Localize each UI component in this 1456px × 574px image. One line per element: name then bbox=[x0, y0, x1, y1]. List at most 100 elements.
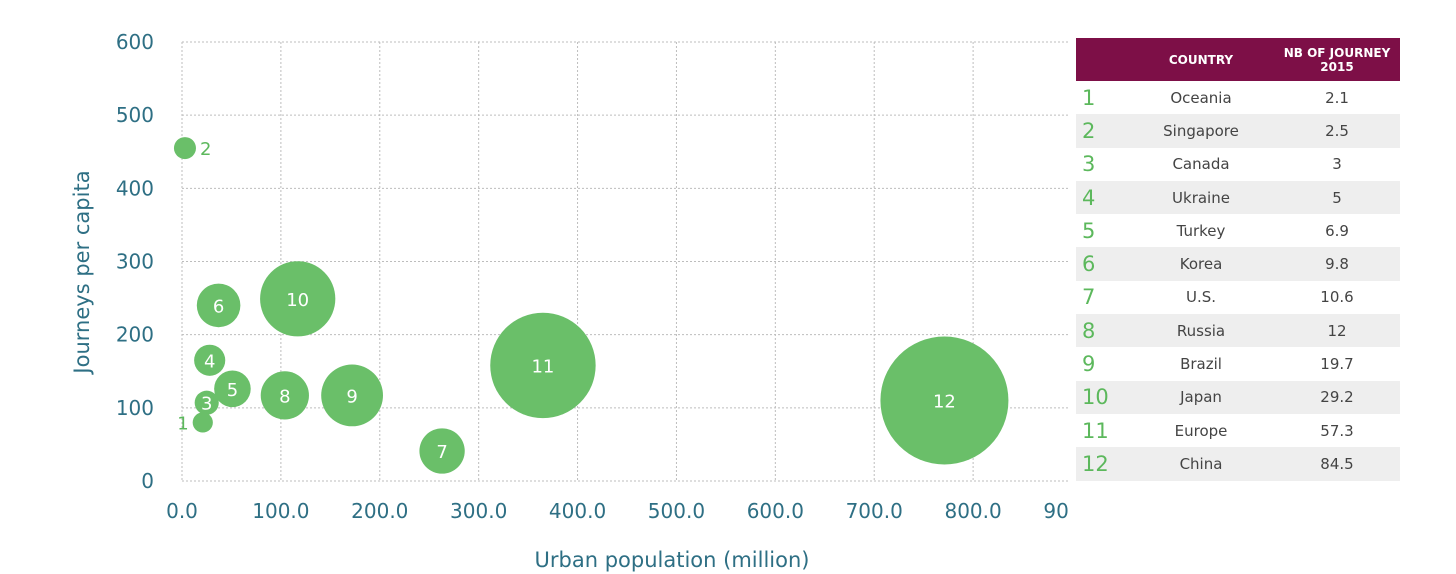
row-country: Japan bbox=[1128, 380, 1274, 414]
row-country: Korea bbox=[1128, 247, 1274, 281]
bubble-label-1: 1 bbox=[177, 413, 188, 434]
y-tick-label: 0 bbox=[141, 469, 154, 493]
row-value: 6.9 bbox=[1325, 221, 1349, 240]
row-value: 12 bbox=[1274, 314, 1400, 348]
country-table: COUNTRY NB OF JOURNEY 2015 1 Oceania 2.1 2 S… bbox=[1076, 38, 1400, 481]
row-value: 3 bbox=[1332, 155, 1342, 174]
table-header-row: COUNTRY NB OF JOURNEY 2015 bbox=[1076, 38, 1400, 81]
y-tick-label: 500 bbox=[116, 103, 154, 127]
y-tick-label: 100 bbox=[116, 396, 154, 420]
row-country: Oceania bbox=[1170, 88, 1232, 107]
bubble-label-9: 9 bbox=[346, 386, 357, 407]
y-tick-label: 200 bbox=[116, 323, 154, 347]
row-number: 3 bbox=[1082, 152, 1096, 177]
row-country: Russia bbox=[1128, 314, 1274, 348]
table-row: 1 Oceania 2.1 bbox=[1076, 81, 1400, 114]
table-row: 7 U.S. 10.6 bbox=[1076, 281, 1400, 314]
row-value: 29.2 bbox=[1274, 380, 1400, 414]
row-number: 9 bbox=[1082, 352, 1096, 377]
x-tick-label: 600.0 bbox=[747, 499, 804, 523]
row-country: Singapore bbox=[1128, 114, 1274, 148]
bubble-4 bbox=[194, 344, 226, 376]
table-row: 11 Europe 57.3 bbox=[1076, 414, 1400, 447]
bubble-label-6: 6 bbox=[213, 296, 224, 317]
row-country: Canada bbox=[1172, 155, 1230, 174]
bubble-2 bbox=[173, 137, 196, 160]
x-tick-label: 200.0 bbox=[351, 499, 408, 523]
row-country: Turkey bbox=[1176, 221, 1226, 240]
row-number: 8 bbox=[1076, 314, 1128, 348]
table-row: 10 Japan 29.2 bbox=[1076, 380, 1400, 414]
row-country: Ukraine bbox=[1128, 180, 1274, 215]
x-tick-label: 300.0 bbox=[450, 499, 507, 523]
row-number: 2 bbox=[1076, 114, 1128, 148]
bubble-10 bbox=[260, 261, 336, 337]
row-number: 5 bbox=[1082, 218, 1096, 243]
table-row: 6 Korea 9.8 bbox=[1076, 247, 1400, 281]
table-row: 9 Brazil 19.7 bbox=[1076, 347, 1400, 380]
table-row: 4 Ukraine 5 bbox=[1076, 180, 1400, 215]
x-tick-label: 400.0 bbox=[549, 499, 606, 523]
row-number: 7 bbox=[1082, 285, 1096, 310]
bubble-label-3: 3 bbox=[201, 394, 212, 415]
bubble-label-4: 4 bbox=[204, 351, 215, 372]
bubble-9 bbox=[321, 364, 383, 427]
row-value: 2.5 bbox=[1274, 114, 1400, 148]
row-value: 10.6 bbox=[1320, 288, 1354, 307]
row-number: 10 bbox=[1076, 380, 1128, 414]
row-value: 2.1 bbox=[1325, 88, 1349, 107]
bubbles: 12 11 10 9 8 7 6 54 3 2 1 bbox=[173, 137, 1009, 474]
row-number: 1 bbox=[1082, 85, 1096, 110]
table-row: 5 Turkey 6.9 bbox=[1076, 214, 1400, 247]
x-tick-label: 800.0 bbox=[944, 499, 1001, 523]
bubble-3 bbox=[194, 390, 219, 415]
header-country: COUNTRY bbox=[1128, 38, 1274, 81]
bubble-12 bbox=[880, 336, 1009, 465]
table-row: 2 Singapore 2.5 bbox=[1076, 114, 1400, 148]
bubble-label-5: 5 bbox=[227, 380, 238, 401]
x-tick-label: 500.0 bbox=[648, 499, 705, 523]
header-blank bbox=[1076, 38, 1128, 81]
table-row: 8 Russia 12 bbox=[1076, 314, 1400, 348]
x-tick-label: 700.0 bbox=[846, 499, 903, 523]
y-axis-ticks: 0 100 200 300 400 500 600 bbox=[116, 30, 154, 493]
x-tick-label: 0.0 bbox=[166, 499, 198, 523]
row-value: 57.3 bbox=[1320, 421, 1354, 440]
header-journeys-line1: NB OF JOURNEY bbox=[1283, 45, 1391, 60]
bubble-8 bbox=[260, 371, 309, 420]
row-number: 6 bbox=[1076, 247, 1128, 281]
table-row: 3 Canada 3 bbox=[1076, 148, 1400, 181]
table-row: 12 China 84.5 bbox=[1076, 447, 1400, 481]
bubble-label-8: 8 bbox=[279, 386, 290, 407]
row-country: Brazil bbox=[1180, 355, 1222, 374]
header-journeys: NB OF JOURNEY 2015 bbox=[1274, 38, 1400, 81]
bubble-11 bbox=[490, 312, 596, 419]
row-value: 84.5 bbox=[1274, 447, 1400, 481]
x-axis-title: Urban population (million) bbox=[535, 548, 810, 572]
row-value: 9.8 bbox=[1274, 247, 1400, 281]
row-value: 19.7 bbox=[1320, 355, 1354, 374]
bubble-6 bbox=[196, 283, 241, 328]
x-tick-label: 900.0 bbox=[1043, 499, 1070, 523]
bubble-label-11: 11 bbox=[531, 356, 554, 377]
row-number: 12 bbox=[1076, 447, 1128, 481]
bubble-label-2: 2 bbox=[200, 139, 211, 160]
bubble-1 bbox=[192, 412, 213, 433]
bubble-5 bbox=[214, 370, 251, 408]
row-number: 4 bbox=[1076, 180, 1128, 215]
grid-lines bbox=[181, 41, 1070, 482]
y-tick-label: 600 bbox=[116, 30, 154, 54]
row-number: 11 bbox=[1082, 418, 1109, 443]
x-axis-ticks: 0.0 100.0 200.0 300.0 400.0 500.0 600.0 700.0 80… bbox=[166, 499, 1070, 523]
y-axis-title: Journeys per capita bbox=[70, 170, 94, 375]
y-tick-label: 300 bbox=[116, 250, 154, 274]
header-journeys-line2: 2015 bbox=[1320, 59, 1354, 74]
bubble-label-7: 7 bbox=[436, 442, 447, 463]
bubble-7 bbox=[419, 428, 465, 474]
x-tick-label: 100.0 bbox=[252, 499, 309, 523]
row-country: China bbox=[1128, 447, 1274, 481]
row-value: 5 bbox=[1274, 180, 1400, 215]
bubble-label-10: 10 bbox=[286, 290, 309, 311]
row-country: Europe bbox=[1174, 421, 1228, 440]
